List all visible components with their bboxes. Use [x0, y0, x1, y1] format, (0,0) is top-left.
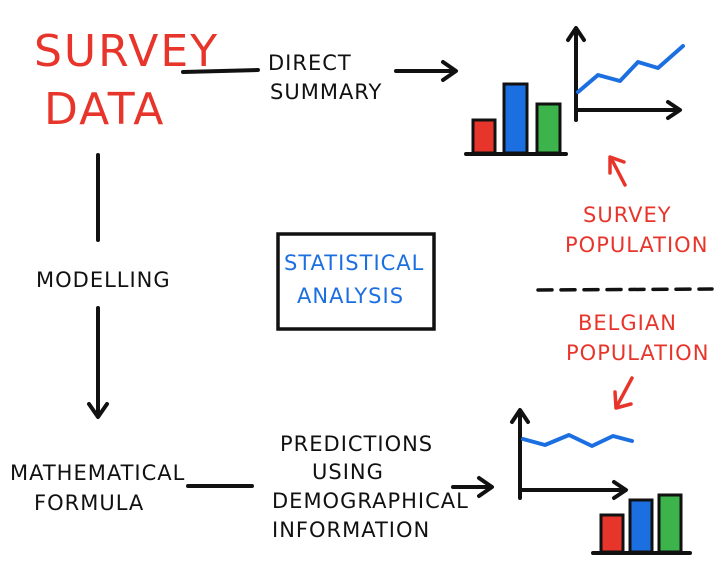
bottom-line-series: [521, 433, 634, 448]
belgian-population-line-2: POPULATION: [566, 341, 709, 365]
bottom-bar-blue: [628, 498, 654, 554]
arrow-to-top-chart: [394, 60, 458, 82]
modelling-arrow-down: [87, 306, 109, 419]
arrow-to-bottom-chart: [451, 476, 494, 498]
arrow-down-to-bottom-chart: [613, 376, 634, 410]
bottom-bar-green: [657, 493, 683, 554]
predictions-line-1: PREDICTIONS: [280, 432, 433, 456]
survey-population-line-1: SURVEY: [583, 203, 672, 227]
direct-summary-line-2: SUMMARY: [270, 80, 382, 104]
top-bar-green: [535, 102, 562, 155]
arrow-to-direct-summary-line: [181, 68, 260, 74]
top-bar-blue: [502, 82, 529, 155]
survey-population-line-2: POPULATION: [565, 233, 708, 257]
bottom-line-chart: [510, 408, 634, 500]
bottom-bar-red: [599, 513, 625, 554]
top-bar-red: [471, 118, 497, 155]
bottom-bar-chart: [591, 493, 692, 555]
predictions-line-3: DEMOGRAPHICAL: [272, 489, 469, 513]
direct-summary-line-1: DIRECT: [268, 51, 352, 75]
arrow-up-to-top-chart: [608, 155, 627, 187]
top-line-chart: [566, 26, 685, 122]
belgian-population-line-1: BELGIAN: [578, 311, 677, 335]
predictions-line-4: INFORMATION: [272, 518, 430, 542]
top-bar-chart: [464, 82, 568, 156]
statistical-analysis-line-2: ANALYSIS: [297, 284, 404, 308]
title-line-1: SURVEY: [34, 26, 219, 77]
population-divider: [536, 287, 714, 292]
statistical-analysis-line-1: STATISTICAL: [284, 251, 424, 275]
statistical-analysis-box: [276, 232, 436, 331]
mathematical-formula-line-1: MATHEMATICAL: [10, 461, 185, 485]
predictions-line-2: USING: [312, 460, 384, 484]
title-line-2: DATA: [44, 84, 165, 135]
mathematical-formula-line-2: FORMULA: [34, 491, 144, 515]
top-line-series: [576, 44, 685, 94]
modelling-label: MODELLING: [36, 268, 171, 292]
